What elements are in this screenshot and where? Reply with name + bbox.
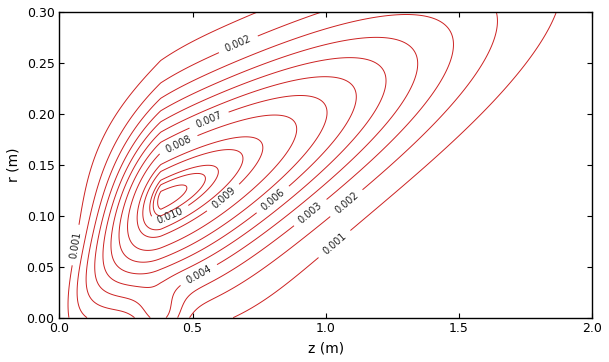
- Text: 0.008: 0.008: [164, 134, 193, 155]
- Text: 0.002: 0.002: [333, 190, 360, 216]
- Text: 0.003: 0.003: [297, 200, 324, 225]
- X-axis label: z (m): z (m): [308, 341, 344, 355]
- Text: 0.007: 0.007: [194, 110, 224, 130]
- Text: 0.004: 0.004: [184, 264, 213, 286]
- Text: 0.006: 0.006: [259, 187, 287, 212]
- Y-axis label: r (m): r (m): [7, 148, 21, 182]
- Text: 0.002: 0.002: [224, 34, 253, 54]
- Text: 0.001: 0.001: [68, 231, 83, 260]
- Text: 0.010: 0.010: [155, 206, 185, 226]
- Text: 0.001: 0.001: [321, 231, 348, 257]
- Text: 0.009: 0.009: [210, 185, 238, 211]
